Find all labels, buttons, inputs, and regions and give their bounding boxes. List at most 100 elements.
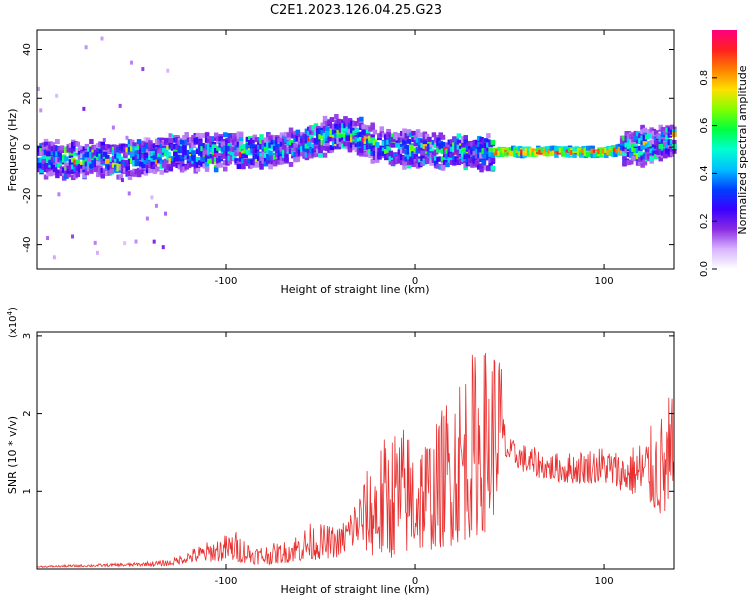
heatmap-cell [136,153,142,159]
heatmap-cell [313,138,319,144]
heatmap-cell [481,152,487,158]
heatmap-cell [148,146,153,152]
heatmap-cell [157,154,162,160]
heatmap-cell [159,169,164,175]
heatmap-cell [46,151,51,157]
heatmap-cell [141,163,146,169]
heatmap-cell [599,147,605,153]
heatmap-cell [59,148,65,154]
heatmap-cell [136,139,142,145]
heatmap-cell [300,140,305,146]
heatmap-cell [279,132,285,138]
heatmap-cell [227,137,233,143]
heatmap-cell [82,160,87,166]
heatmap-cell [515,152,521,158]
heatmap-cell [626,138,632,144]
heatmap-cell [86,149,92,155]
heatmap-cell [411,152,416,158]
heatmap-cell [145,157,151,163]
heatmap-cell [647,146,652,152]
heatmap-cell [59,145,65,151]
heatmap-cell [184,150,189,156]
heatmap-cell [531,151,536,157]
heatmap-cell [422,139,428,145]
heatmap-cell [107,144,112,150]
snr-x-label: Height of straight line (km) [280,583,429,596]
heatmap-cell [279,146,285,152]
heatmap-cell [263,137,269,143]
heatmap-cell [560,147,566,153]
heatmap-cell [238,141,244,147]
heatmap-cell [415,137,421,143]
heatmap-cell [456,133,462,139]
heatmap-cell [458,158,464,164]
heatmap-cell [477,156,482,162]
heatmap-cell [381,140,387,146]
heatmap-cell [320,139,326,145]
heatmap-cell [327,136,332,142]
heatmap-cell [64,173,69,179]
heatmap-cell [120,178,124,183]
heatmap-cell [50,170,56,176]
heatmap-cell [57,157,62,163]
heatmap-cell [404,132,409,138]
heatmap-cell [175,159,180,165]
heatmap-cell [479,153,484,159]
heatmap-cell [281,150,287,156]
heatmap-cell [48,141,53,147]
heatmap-cell [404,149,409,155]
heatmap-cell [386,152,391,158]
heatmap-cell [306,153,312,159]
heatmap-cell [431,158,437,164]
heatmap-cell [152,169,158,175]
heatmap-cell [370,134,375,140]
heatmap-cell [80,161,85,167]
heatmap-cell [579,152,584,158]
heatmap-cell [39,143,44,149]
heatmap-cell [334,144,339,150]
heatmap-cell [395,142,400,148]
heatmap-cell [200,146,205,152]
heatmap-cell [315,139,321,145]
heatmap-cell [55,158,60,164]
heatmap-cell [304,152,310,158]
heatmap-cell [615,148,620,154]
heatmap-cell [309,147,314,153]
heatmap-cell [406,129,412,135]
heatmap-cell [168,133,172,138]
heatmap-cell [125,166,130,172]
heatmap-cell [431,154,437,160]
heatmap-cell [300,131,305,137]
heatmap-cell [132,168,137,174]
heatmap-cell [629,139,634,145]
heatmap-cell [386,129,391,135]
heatmap-cell [477,148,482,154]
heatmap-cell [640,135,645,141]
heatmap-cell [75,172,81,178]
heatmap-cell [576,151,582,157]
heatmap-cell [209,141,214,147]
heatmap-cell [43,138,49,144]
heatmap-cell [440,134,446,140]
heatmap-cell [82,164,87,170]
colorbar-tick-label: 0.2 [699,213,710,229]
heatmap-cell [266,142,271,148]
heatmap-cell [143,137,147,142]
heatmap-cell [139,153,144,159]
heatmap-cell [173,151,178,157]
heatmap-cell [139,143,144,149]
heatmap-cell [345,141,350,147]
heatmap-cell [41,145,47,151]
heatmap-cell [107,170,112,176]
heatmap-cell [291,142,296,148]
heatmap-cell [37,159,42,165]
heatmap-cell [465,153,471,159]
heatmap-cell [393,131,398,137]
heatmap-cell [449,159,455,165]
heatmap-cell [157,139,162,145]
heatmap-cell [141,153,146,159]
spectrogram-y-ticks: -40 -20 0 20 40 [22,43,674,253]
heatmap-cell [424,159,430,165]
heatmap-cell [75,159,81,165]
heatmap-cell [202,163,208,169]
